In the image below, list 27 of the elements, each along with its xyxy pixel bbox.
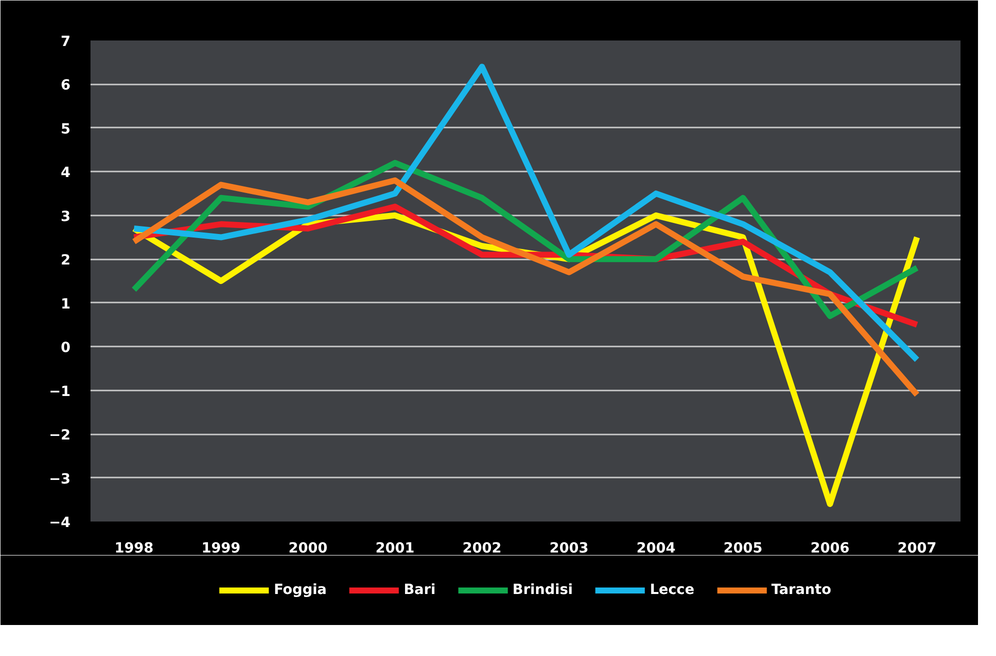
y-tick-label: 7 bbox=[60, 34, 71, 50]
y-tick-label: 0 bbox=[60, 340, 71, 356]
x-tick-label: 1998 bbox=[114, 540, 154, 556]
legend-label: Taranto bbox=[771, 582, 832, 598]
x-tick-label: 2001 bbox=[376, 540, 414, 556]
legend-label: Bari bbox=[404, 582, 436, 598]
x-tick-label: 2006 bbox=[810, 540, 850, 556]
y-tick-label: 6 bbox=[60, 78, 71, 94]
legend-label: Lecce bbox=[650, 582, 694, 598]
y-tick-label: −3 bbox=[49, 471, 71, 488]
y-tick-label: 5 bbox=[60, 121, 71, 138]
x-tick-label: 2007 bbox=[898, 540, 936, 556]
legend-label: Brindisi bbox=[512, 582, 573, 598]
x-tick-label: 2004 bbox=[636, 540, 676, 556]
y-tick-label: 4 bbox=[60, 165, 71, 182]
x-tick-label: 2003 bbox=[550, 540, 588, 556]
y-tick-label: 1 bbox=[60, 296, 71, 312]
x-tick-label: 2000 bbox=[288, 540, 328, 556]
y-tick-label: −2 bbox=[49, 428, 71, 444]
y-tick-label: 2 bbox=[60, 252, 71, 269]
x-tick-label: 2005 bbox=[724, 540, 762, 556]
y-tick-label: −1 bbox=[49, 384, 71, 400]
y-tick-label: −4 bbox=[49, 515, 71, 531]
x-tick-label: 2002 bbox=[462, 540, 502, 556]
legend-label: Foggia bbox=[274, 582, 327, 598]
y-tick-label: 3 bbox=[60, 208, 71, 225]
x-tick-label: 1999 bbox=[202, 540, 240, 556]
